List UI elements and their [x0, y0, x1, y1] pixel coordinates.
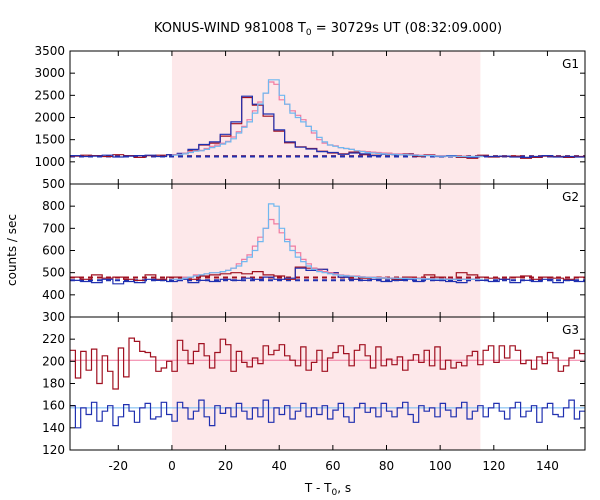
- shaded-interval: [171, 317, 481, 450]
- y-tick-label: 400: [42, 288, 65, 302]
- y-tick-label: 3500: [34, 44, 65, 58]
- x-axis-label: T - T0, s: [304, 481, 351, 498]
- y-tick-label: 3000: [34, 66, 65, 80]
- y-tick-label: 300: [42, 310, 65, 324]
- series-blue: [70, 399, 585, 429]
- shaded-interval: [171, 184, 481, 317]
- panel-g1: 500 1000 1500 2000 2500 3000 3500 G1: [34, 44, 586, 191]
- x-tick-label: 80: [379, 459, 394, 473]
- y-tick-label: 200: [42, 354, 65, 368]
- x-tick-label: 0: [168, 459, 176, 473]
- y-tick-label: 140: [42, 421, 65, 435]
- x-tick-label: 60: [325, 459, 340, 473]
- y-tick-label: 2500: [34, 88, 65, 102]
- y-tick-label: 800: [42, 199, 65, 213]
- x-tick-label: 40: [272, 459, 287, 473]
- x-tick-label: 20: [218, 459, 233, 473]
- x-tick-label: 100: [429, 459, 452, 473]
- panel-label: G2: [562, 190, 579, 204]
- y-tick-label: 700: [42, 221, 65, 235]
- panels: 500100015002000250030003500G130040050060…: [34, 44, 586, 473]
- y-axis-label: counts / sec: [5, 214, 19, 286]
- y-tick-label: 600: [42, 244, 65, 258]
- y-tick-label: 120: [42, 443, 65, 457]
- series-red: [70, 337, 585, 390]
- shaded-interval: [171, 51, 481, 184]
- x-tick-label: -20: [108, 459, 128, 473]
- series-blue: [70, 95, 585, 158]
- y-tick-label: 180: [42, 377, 65, 391]
- y-tick-label: 1500: [34, 133, 65, 147]
- panel-g3: 120 140 160 180 200 220 G3: [42, 316, 586, 457]
- y-tick-label: 500: [42, 266, 65, 280]
- series-lightblue: [171, 203, 484, 280]
- y-tick-label: 160: [42, 399, 65, 413]
- y-tick-label: 2000: [34, 111, 65, 125]
- x-tick-label: 140: [536, 459, 559, 473]
- x-tick-label: 120: [482, 459, 505, 473]
- y-tick-label: 220: [42, 332, 65, 346]
- series-lightblue: [171, 79, 484, 158]
- y-tick-label: 500: [42, 177, 65, 191]
- panel-g2: 300 400 500 600 700 800 G2: [42, 183, 586, 324]
- panel-label: G3: [562, 323, 579, 337]
- y-tick-label: 1000: [34, 155, 65, 169]
- panel-label: G1: [562, 57, 579, 71]
- chart-title: KONUS-WIND 981008 T0 = 30729s UT (08:32:…: [154, 21, 502, 38]
